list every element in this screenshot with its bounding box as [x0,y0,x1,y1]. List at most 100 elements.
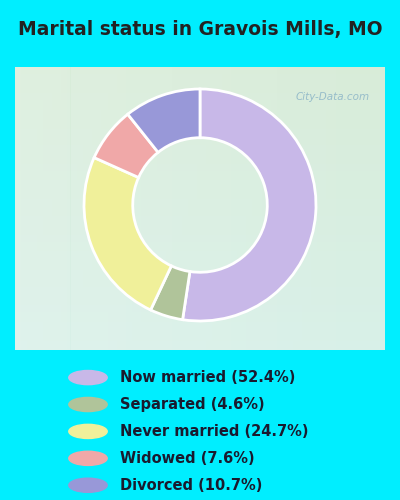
Circle shape [69,478,107,492]
Bar [86,68,89,350]
Wedge shape [151,266,190,320]
Bar [290,68,292,350]
Bar [296,68,299,350]
Bar [15,131,385,134]
Bar [15,145,385,148]
Bar [132,68,135,350]
Bar [299,68,302,350]
Bar [15,134,385,136]
Text: Widowed (7.6%): Widowed (7.6%) [120,451,255,466]
Circle shape [69,424,107,438]
Bar [206,68,209,350]
Bar [58,68,61,350]
Bar [15,228,385,230]
Bar [15,98,385,100]
Bar [357,68,360,350]
Bar [77,68,80,350]
Bar [129,68,132,350]
Bar [342,68,345,350]
Wedge shape [94,114,158,178]
Circle shape [69,370,107,384]
Bar [373,68,376,350]
Bar [15,138,385,140]
Bar [49,68,52,350]
Bar [15,258,385,260]
Bar [246,68,249,350]
Bar [286,68,290,350]
Bar [169,68,172,350]
Bar [15,310,385,312]
Bar [98,68,101,350]
Bar [114,68,117,350]
Bar [15,260,385,263]
Bar [15,202,385,204]
Bar [15,286,385,289]
Bar [135,68,138,350]
Bar [15,332,385,334]
Bar [15,346,385,348]
Bar [15,230,385,232]
Bar [15,72,385,74]
Bar [15,341,385,343]
Bar [15,336,385,338]
Bar [15,154,385,157]
Bar [326,68,330,350]
Bar [15,96,385,98]
Bar [15,209,385,211]
Bar [55,68,58,350]
Bar [144,68,148,350]
Bar [15,292,385,294]
Bar [292,68,296,350]
Bar [46,68,49,350]
Bar [379,68,382,350]
Bar [197,68,200,350]
Bar [366,68,370,350]
Bar [15,148,385,150]
Bar [172,68,175,350]
Wedge shape [128,89,200,152]
Bar [15,171,385,173]
Bar [274,68,277,350]
Bar [83,68,86,350]
Bar [15,206,385,209]
Bar [15,108,385,110]
Bar [160,68,163,350]
Bar [15,254,385,256]
Bar [348,68,351,350]
Bar [354,68,357,350]
Bar [18,68,21,350]
Bar [15,194,385,197]
Bar [280,68,283,350]
Bar [108,68,110,350]
Bar [15,112,385,114]
Bar [203,68,206,350]
Bar [148,68,151,350]
Bar [15,204,385,206]
Bar [92,68,95,350]
Bar [200,68,203,350]
Bar [64,68,68,350]
Bar [212,68,216,350]
Bar [123,68,126,350]
Bar [15,249,385,251]
Text: Marital status in Gravois Mills, MO: Marital status in Gravois Mills, MO [18,20,382,40]
Bar [15,277,385,280]
Bar [15,296,385,298]
Bar [15,174,385,176]
Bar [15,84,385,86]
Bar [101,68,104,350]
Bar [15,312,385,315]
Bar [36,68,40,350]
Bar [271,68,274,350]
Bar [142,68,144,350]
Wedge shape [84,158,171,310]
Bar [15,91,385,93]
Bar [15,93,385,96]
Bar [15,68,18,350]
Bar [15,308,385,310]
Bar [15,126,385,128]
Bar [302,68,305,350]
Bar [15,244,385,246]
Bar [117,68,120,350]
Bar [178,68,182,350]
